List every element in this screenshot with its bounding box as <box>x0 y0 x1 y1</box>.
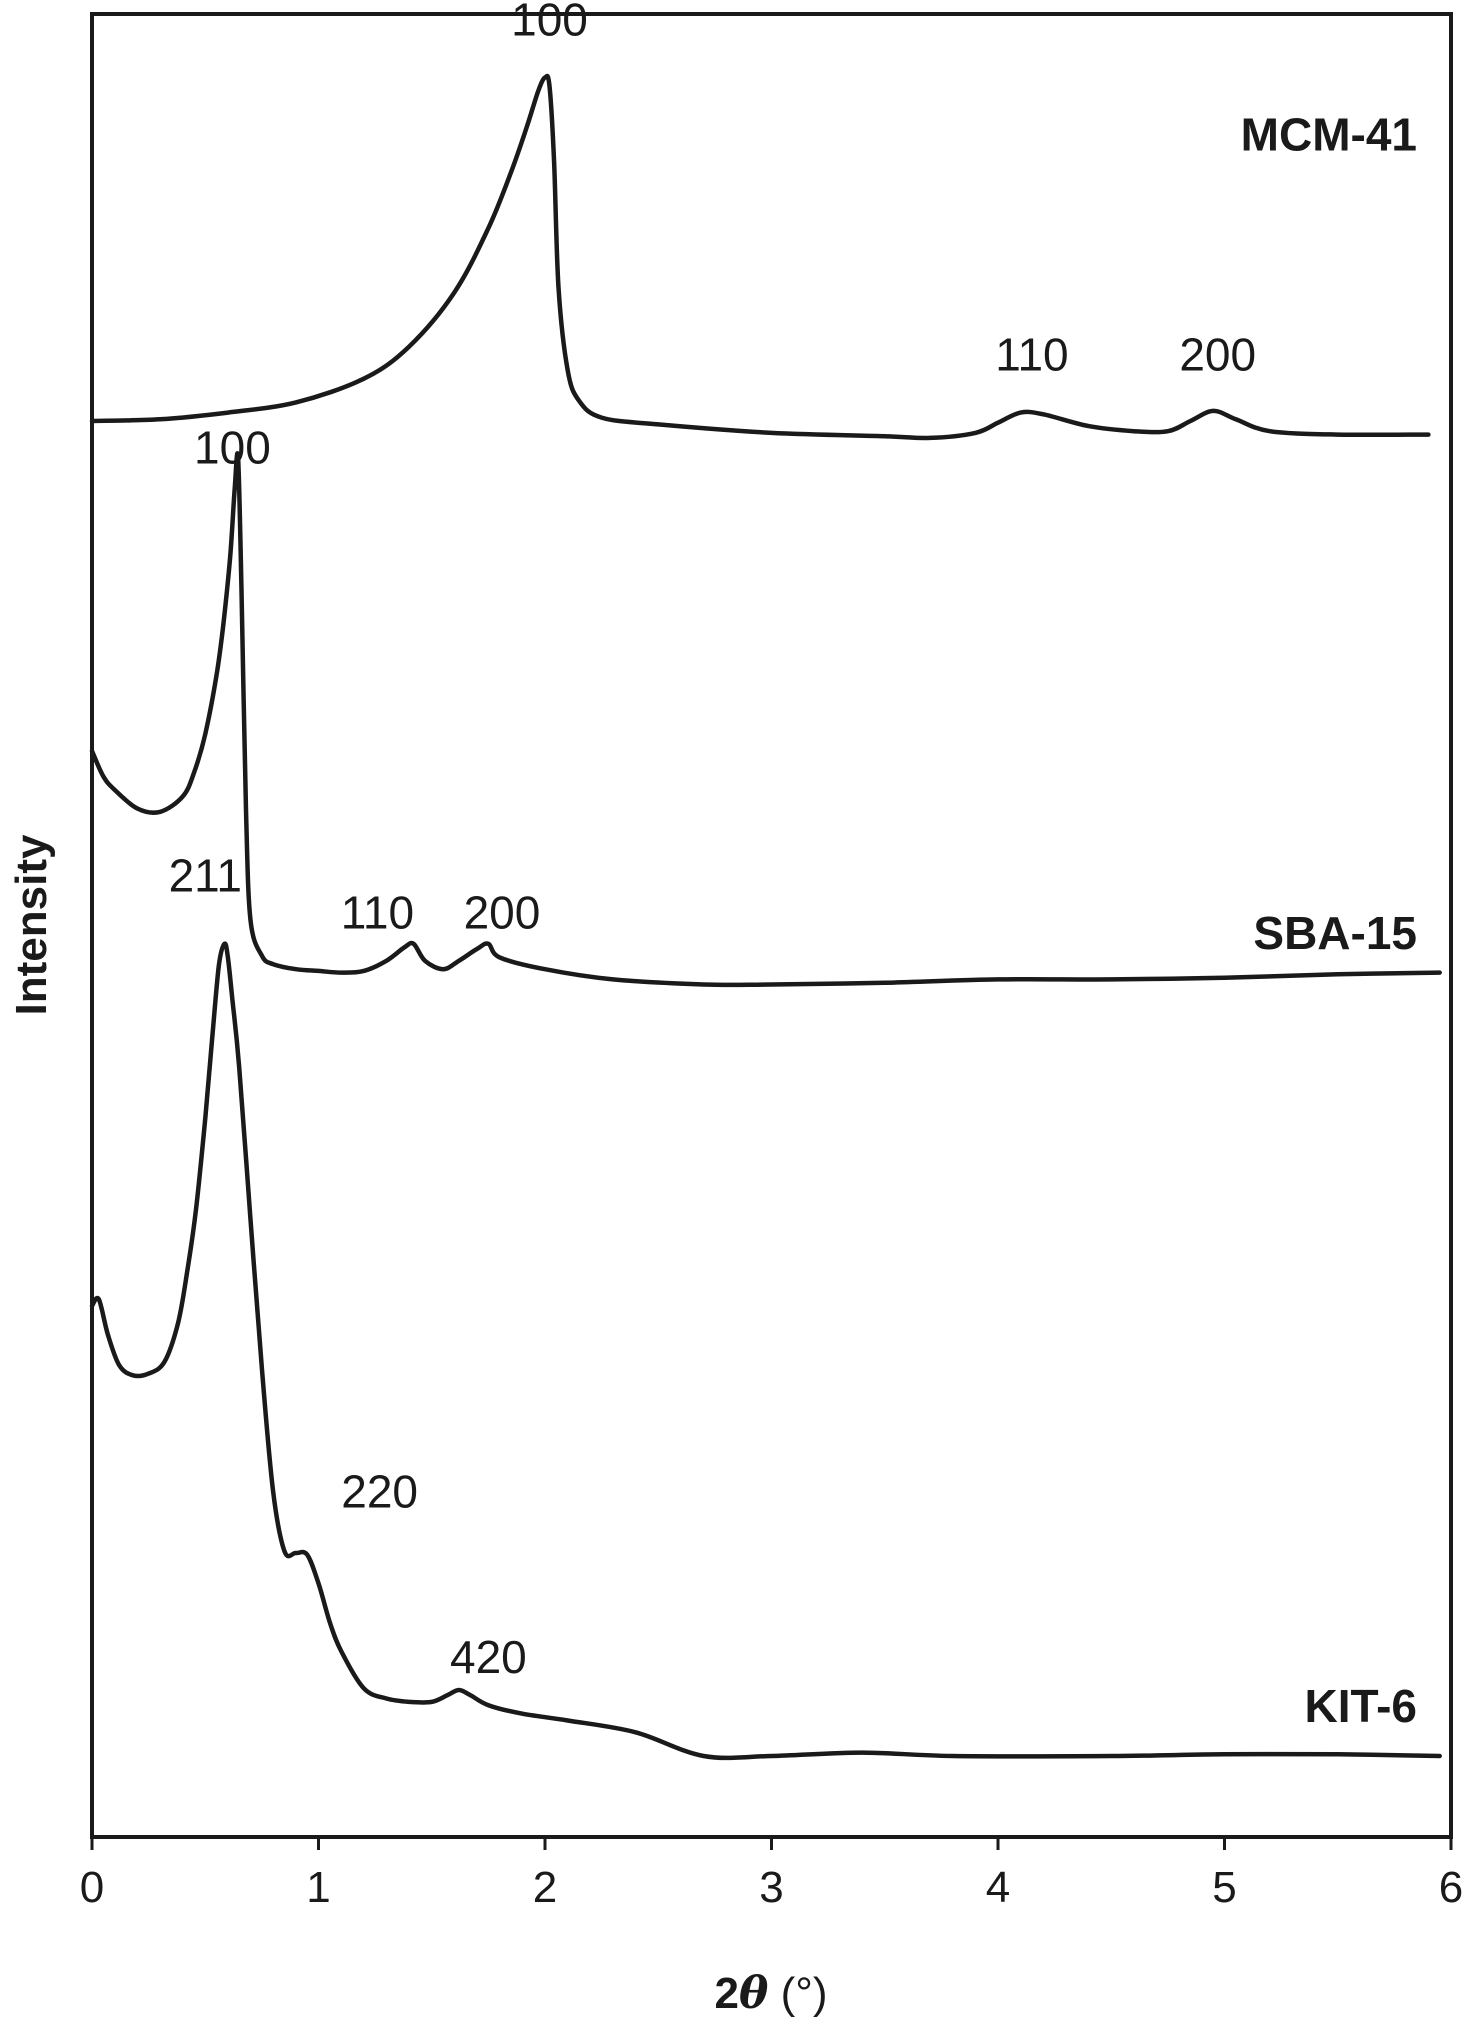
peak-label-200-2: 200 <box>1179 328 1256 380</box>
x-axis-label: 2θ (°) <box>715 1968 828 2019</box>
series-line-sba-15 <box>89 451 1442 988</box>
x-axis-ticks: 0 1 2 3 4 5 6 <box>80 1837 1463 1912</box>
peak-label-110-4: 110 <box>341 887 414 939</box>
series-labels: MCM-41 SBA-15 KIT-6 <box>1241 108 1417 1732</box>
x-tick-label-1: 1 <box>306 1863 330 1912</box>
peak-label-200-5: 200 <box>464 887 541 939</box>
peak-label-100-0: 100 <box>511 0 588 45</box>
peak-label-420-8: 420 <box>450 1631 527 1683</box>
peak-label-100-3: 100 <box>194 421 271 473</box>
peak-label-220-7: 220 <box>341 1465 418 1517</box>
plot-frame <box>90 12 1453 1839</box>
peak-label-110-1: 110 <box>995 328 1068 380</box>
x-tick-label-0: 0 <box>80 1863 104 1912</box>
x-tick-label-4: 4 <box>986 1863 1010 1912</box>
y-axis-label: Intensity <box>7 834 56 1015</box>
series-line-kit-6 <box>89 941 1442 1761</box>
x-tick-label-6: 6 <box>1439 1863 1463 1912</box>
x-tick-label-5: 5 <box>1212 1863 1236 1912</box>
series-label-mcm-41: MCM-41 <box>1241 108 1417 160</box>
peak-labels: 100 110 200 100 110 200 211 220 420 <box>169 0 1257 1683</box>
series-line-mcm-41 <box>89 73 1431 441</box>
x-tick-label-3: 3 <box>759 1863 783 1912</box>
series-layer <box>89 73 1442 1761</box>
x-axis-label-theta: θ <box>739 1968 769 2019</box>
peak-label-211-6: 211 <box>169 849 242 901</box>
series-label-sba-15: SBA-15 <box>1253 907 1417 959</box>
series-label-kit-6: KIT-6 <box>1305 1680 1417 1732</box>
x-tick-label-2: 2 <box>533 1863 557 1912</box>
